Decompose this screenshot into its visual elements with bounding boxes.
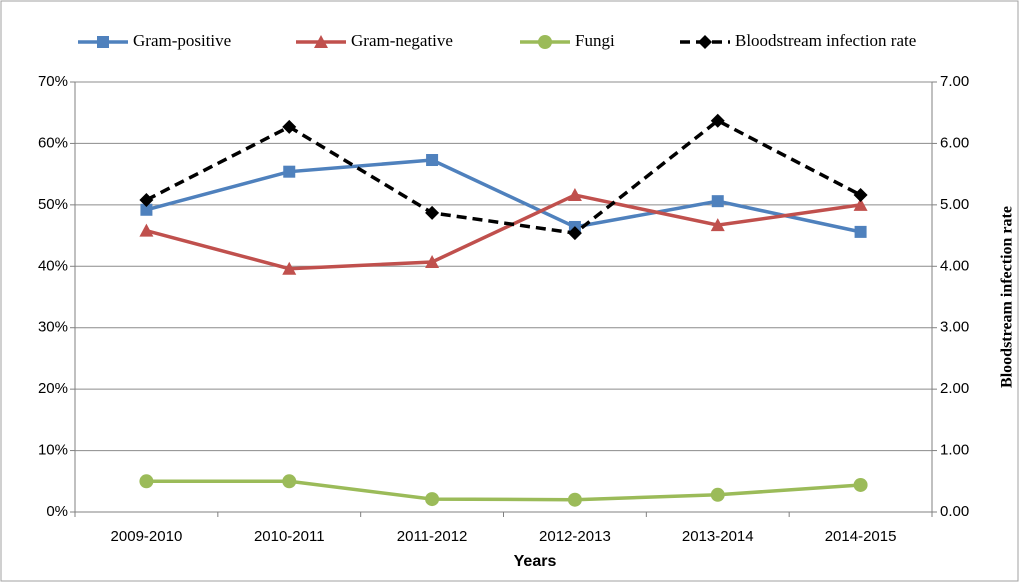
legend-marker bbox=[97, 36, 109, 48]
y-tick-label: 20% bbox=[38, 380, 68, 397]
legend-marker bbox=[698, 35, 712, 49]
y-tick-label: 10% bbox=[38, 442, 68, 459]
data-point bbox=[854, 225, 867, 238]
legend-label: Fungi bbox=[575, 31, 615, 50]
x-tick-label: 2012-2013 bbox=[539, 528, 611, 545]
series-line bbox=[145, 193, 861, 271]
data-point bbox=[853, 477, 868, 492]
y2-tick-label: 2.00 bbox=[940, 380, 969, 397]
y2-tick-label: 5.00 bbox=[940, 196, 969, 213]
y-tick-label: 60% bbox=[38, 134, 68, 151]
data-point bbox=[139, 474, 154, 489]
data-point bbox=[140, 203, 153, 216]
data-point bbox=[711, 195, 724, 208]
y2-tick-label: 0.00 bbox=[940, 503, 969, 520]
x-tick-label: 2014-2015 bbox=[825, 528, 897, 545]
x-tick-label: 2013-2014 bbox=[682, 528, 754, 545]
y2-axis-label: Bloodstream infection rate bbox=[999, 206, 1016, 388]
data-point bbox=[853, 188, 868, 203]
data-point bbox=[425, 205, 440, 220]
legend-label: Gram-negative bbox=[351, 31, 453, 50]
data-point bbox=[567, 226, 582, 241]
y-tick-label: 70% bbox=[38, 73, 68, 90]
y-tick-label: 0% bbox=[46, 503, 68, 520]
data-point bbox=[567, 492, 582, 507]
series-line bbox=[146, 479, 861, 502]
data-point bbox=[282, 474, 297, 489]
legend-label: Bloodstream infection rate bbox=[735, 31, 916, 50]
x-tick-label: 2009-2010 bbox=[111, 528, 183, 545]
data-point bbox=[426, 154, 439, 167]
y2-tick-label: 6.00 bbox=[940, 134, 969, 151]
data-point bbox=[425, 254, 440, 268]
data-point bbox=[282, 119, 297, 134]
data-point bbox=[282, 261, 297, 275]
data-point bbox=[139, 223, 154, 237]
data-point bbox=[425, 492, 440, 507]
x-axis-label: Years bbox=[514, 553, 557, 570]
data-point bbox=[710, 218, 725, 232]
y2-tick-label: 3.00 bbox=[940, 319, 969, 336]
x-tick-label: 2010-2011 bbox=[254, 528, 325, 545]
y2-tick-label: 4.00 bbox=[940, 257, 969, 274]
y2-tick-label: 1.00 bbox=[940, 442, 969, 459]
y2-tick-label: 7.00 bbox=[940, 73, 969, 90]
legend-marker bbox=[314, 35, 328, 48]
data-point bbox=[283, 165, 296, 178]
legend-label: Gram-positive bbox=[133, 31, 231, 50]
y-tick-label: 50% bbox=[38, 196, 68, 213]
data-point bbox=[710, 487, 725, 502]
legend-marker bbox=[538, 35, 552, 49]
data-point bbox=[710, 113, 725, 128]
data-point bbox=[853, 197, 868, 211]
series-line bbox=[145, 158, 861, 234]
y-tick-label: 40% bbox=[38, 257, 68, 274]
data-point bbox=[567, 188, 582, 202]
data-point bbox=[139, 192, 154, 207]
x-tick-label: 2011-2012 bbox=[397, 528, 468, 545]
y-tick-label: 30% bbox=[38, 319, 68, 336]
series-line bbox=[145, 118, 862, 235]
